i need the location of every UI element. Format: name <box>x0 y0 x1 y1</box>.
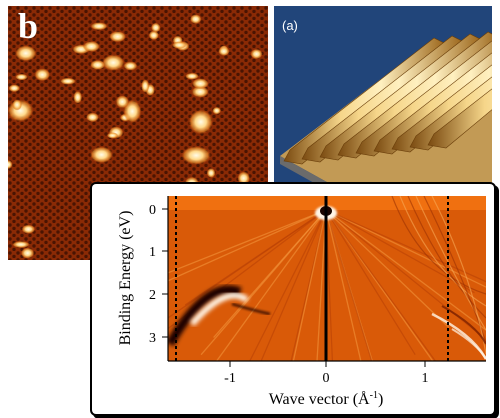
arpes-streak <box>325 209 373 361</box>
stm-cluster <box>12 241 30 248</box>
x-axis-title-unit: Å <box>358 390 370 408</box>
stm-cluster <box>206 168 216 178</box>
surface-ridge <box>409 76 492 151</box>
stm-cluster <box>8 159 13 170</box>
x-tick-label-0: 0 <box>323 371 330 386</box>
stm-cluster <box>141 79 150 93</box>
stm-cluster <box>185 72 199 80</box>
arpes-streak <box>249 209 327 361</box>
arpes-left-band-light <box>189 292 249 326</box>
surface-ridge <box>301 35 465 163</box>
arpes-arc <box>399 196 486 307</box>
x-axis-title-exponent: -1 <box>370 390 378 401</box>
stm-cluster <box>189 14 202 24</box>
surface-3d-panel: (a) <box>274 6 492 186</box>
surface-ridge <box>337 31 492 159</box>
surface-3d-image <box>280 31 492 186</box>
stm-cluster <box>250 48 263 60</box>
arpes-streak <box>213 209 327 338</box>
x-tick-label-minus1: -1 <box>224 371 236 386</box>
arpes-streak <box>168 209 327 282</box>
stm-cluster <box>218 46 230 56</box>
arpes-streak <box>325 209 486 283</box>
arpes-streak <box>184 209 327 306</box>
stm-cluster <box>86 112 99 123</box>
arpes-streak <box>325 209 450 328</box>
stm-cluster <box>102 54 125 71</box>
stm-cluster <box>181 146 211 165</box>
stm-cluster <box>34 68 51 82</box>
arpes-streak <box>325 209 486 331</box>
arpes-streak <box>292 209 327 361</box>
stm-cluster <box>90 59 106 70</box>
stm-cluster <box>151 22 161 33</box>
stm-cluster <box>82 41 100 52</box>
arpes-y-ticks: 0 1 2 3 <box>149 203 168 346</box>
stm-cluster <box>171 41 187 49</box>
surface-ridge <box>427 88 492 149</box>
arpes-left-band-dark <box>168 285 242 347</box>
stm-cluster <box>90 22 108 31</box>
arpes-streak <box>325 209 475 294</box>
stm-cluster <box>123 61 138 71</box>
arpes-streak <box>316 209 327 361</box>
stm-cluster <box>89 146 114 164</box>
arpes-streak <box>325 209 362 361</box>
y-tick-label-0: 0 <box>149 203 156 218</box>
y-tick-label-2: 2 <box>149 288 156 303</box>
stm-cluster <box>212 106 222 115</box>
y-tick-label-3: 3 <box>149 331 156 346</box>
surface-ridge <box>373 52 492 155</box>
arpes-streak <box>325 209 486 288</box>
surface-ridge <box>391 64 492 153</box>
arpes-streak <box>325 209 416 356</box>
arpes-streak <box>260 209 327 361</box>
x-axis-title-main: Wave vector ( <box>269 391 358 408</box>
stm-cluster <box>73 90 83 104</box>
stm-cluster <box>109 31 127 43</box>
arpes-map-panel: 0 1 2 3 -1 0 1 Binding Energy (eV) Wave … <box>92 184 494 414</box>
arpes-right-band-dark <box>441 305 486 345</box>
stm-cluster <box>20 247 35 259</box>
arpes-streak <box>168 209 327 330</box>
x-axis-title-close: ) <box>378 391 383 408</box>
panel-label-a: (a) <box>282 18 298 33</box>
stm-cluster <box>115 95 129 109</box>
stm-cluster <box>188 109 214 135</box>
surface-ridges <box>283 31 492 165</box>
surface-base-edge <box>280 156 334 186</box>
stm-cluster <box>191 78 209 89</box>
stm-cluster <box>14 45 37 62</box>
stm-cluster <box>8 84 21 93</box>
surface-ridge <box>319 33 483 161</box>
y-tick-label-1: 1 <box>149 245 156 260</box>
stm-cluster <box>15 73 28 81</box>
x-tick-label-1: 1 <box>422 371 429 386</box>
arpes-arc <box>431 196 486 355</box>
stm-cluster <box>237 171 250 186</box>
stm-cluster <box>21 224 36 234</box>
stm-cluster <box>191 85 209 98</box>
arpes-left-band-tail <box>231 302 271 316</box>
arpes-x-axis-title: Wave vector (Å-1) <box>269 390 384 408</box>
arpes-x-ticks: -1 0 1 <box>224 361 429 386</box>
arpes-arc <box>391 196 486 295</box>
arpes-streak <box>168 209 327 274</box>
stm-cluster <box>59 77 76 85</box>
stm-cluster <box>106 132 119 139</box>
stm-cluster <box>12 99 22 111</box>
arpes-streak <box>325 209 437 361</box>
arpes-streak <box>215 209 327 361</box>
arpes-plot-area <box>168 196 486 361</box>
arpes-right-band-light-2 <box>451 328 486 360</box>
arpes-y-axis-title: Binding Energy (eV) <box>117 211 134 346</box>
surface-ridge <box>283 37 447 165</box>
arpes-dispersion-lines <box>168 196 486 361</box>
surface-ridge <box>355 40 492 157</box>
stm-cluster <box>148 30 159 41</box>
arpes-map: 0 1 2 3 -1 0 1 Binding Energy (eV) Wave … <box>117 196 486 408</box>
panel-letter-b: b <box>18 6 39 46</box>
